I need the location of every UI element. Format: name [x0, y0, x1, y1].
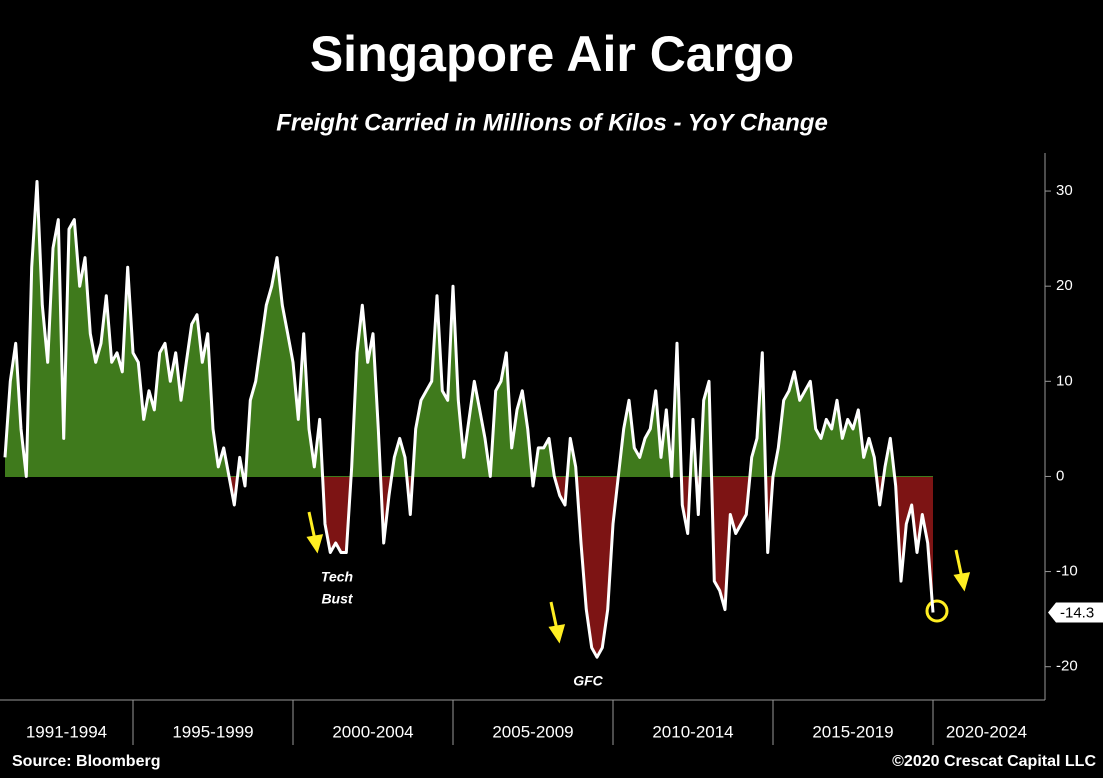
- x-group-label: 2005-2009: [492, 722, 573, 741]
- arrow: [549, 601, 559, 631]
- area-positive: [5, 181, 933, 477]
- value-label-box: [1048, 602, 1103, 623]
- y-tick-label: -20: [1056, 658, 1078, 675]
- arrow-head: [306, 534, 324, 554]
- y-tick-label: 20: [1056, 277, 1073, 294]
- area-negative: [229, 476, 933, 658]
- x-group-label: 2000-2004: [332, 722, 413, 741]
- y-tick-label: 0: [1056, 467, 1064, 484]
- x-group-label: 1995-1999: [172, 722, 253, 741]
- arrow: [307, 511, 317, 541]
- chart-title: Singapore Air Cargo: [310, 26, 794, 82]
- arrow-head: [953, 572, 971, 592]
- arrow-head: [548, 624, 566, 644]
- x-group-label: 2015-2019: [812, 722, 893, 741]
- line: [3, 180, 935, 659]
- annotation: Bust: [321, 591, 353, 607]
- arrows: [306, 511, 971, 644]
- chart-subtitle: Freight Carried in Millions of Kilos - Y…: [276, 109, 828, 136]
- copyright: ©2020 Crescat Capital LLC: [892, 753, 1096, 770]
- highlight-circle: [925, 599, 949, 623]
- annotation: Tech: [321, 569, 353, 585]
- x-group-label: 1991-1994: [26, 722, 107, 741]
- source: Source: Bloomberg: [12, 753, 160, 770]
- y-tick-label: -10: [1056, 563, 1078, 580]
- y-tick-label: 10: [1056, 372, 1073, 389]
- annotation: GFC: [573, 673, 603, 689]
- value-label: -14.3: [1060, 604, 1094, 621]
- arrow: [954, 549, 964, 579]
- y-tick-label: 30: [1056, 182, 1073, 199]
- x-group-label: 2010-2014: [652, 722, 733, 741]
- x-group-label: 2020-2024: [946, 722, 1027, 741]
